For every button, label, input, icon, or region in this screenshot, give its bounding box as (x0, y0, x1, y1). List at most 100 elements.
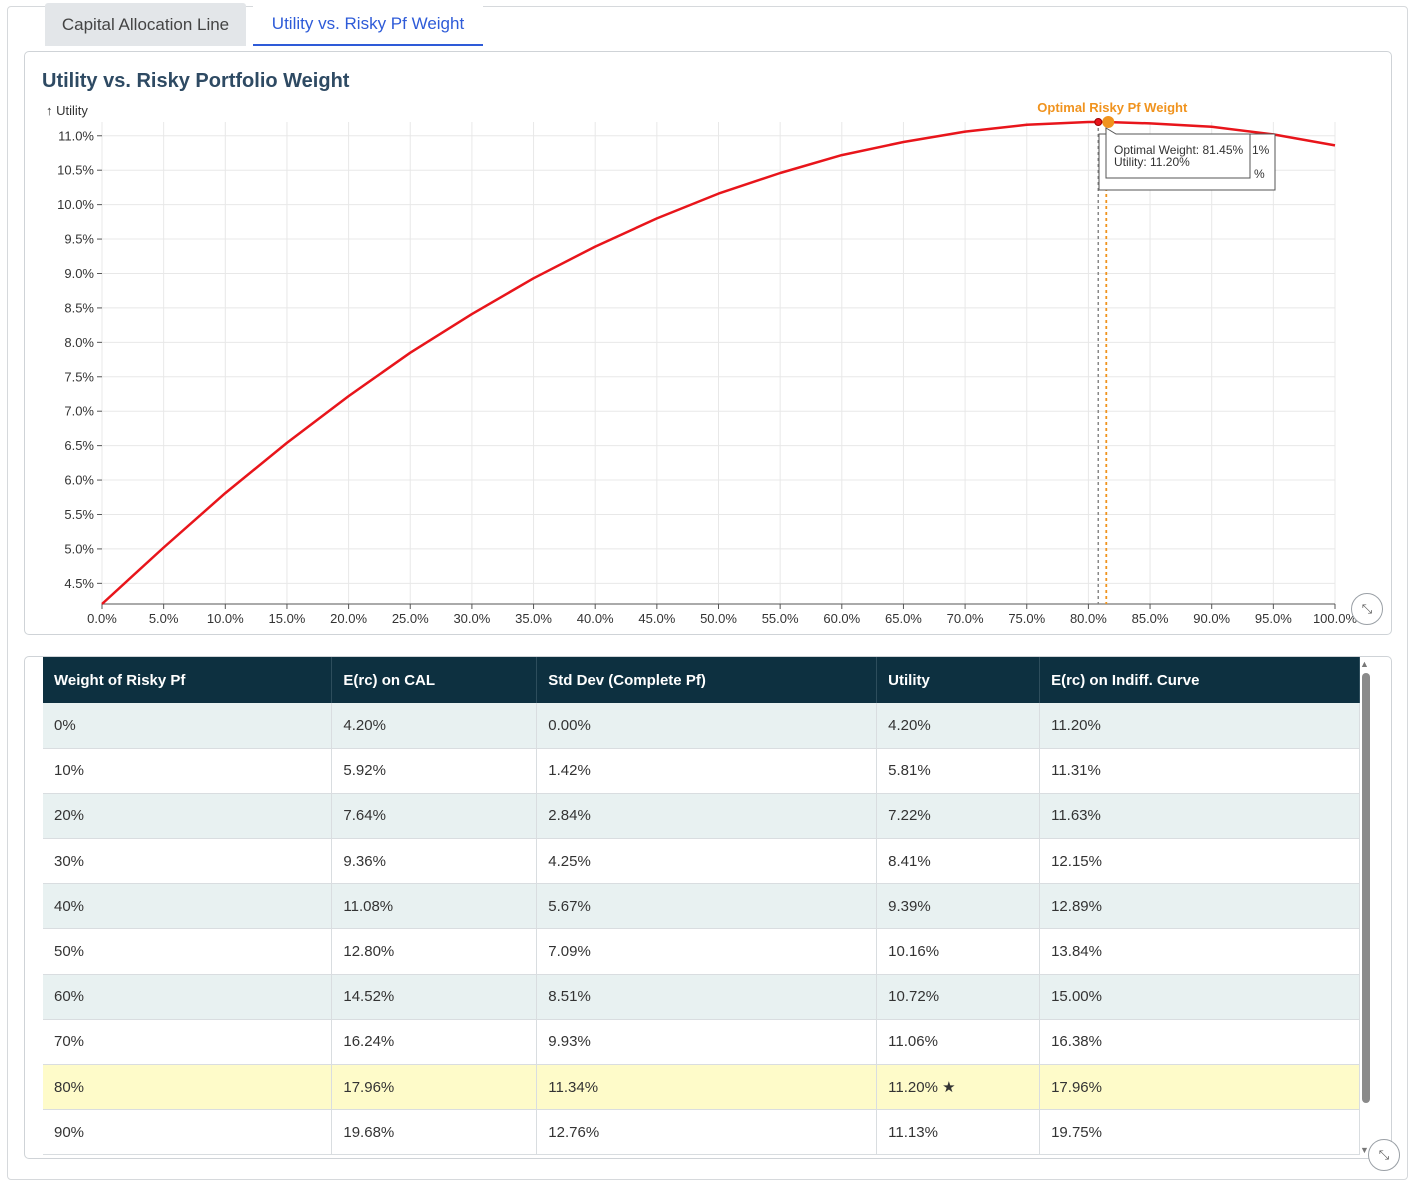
table-cell: 1.42% (536, 748, 878, 794)
x-tick-label: 50.0% (700, 611, 737, 626)
table-cell: 20% (43, 793, 333, 840)
y-tick-label: 10.0% (57, 197, 94, 212)
x-tick-label: 100.0% (1313, 611, 1358, 626)
table-cell: 4.20% (331, 703, 538, 749)
y-tick-label: 9.0% (64, 266, 94, 281)
table-panel: Weight of Risky Pf E(rc) on CAL Std Dev … (24, 656, 1392, 1159)
table-expand-button[interactable]: ⤡ (1368, 1139, 1400, 1171)
x-tick-label: 20.0% (330, 611, 367, 626)
table-cell: 2.84% (536, 793, 878, 840)
chart-expand-button[interactable]: ⤡ (1351, 593, 1383, 625)
expand-icon: ⤡ (1378, 1147, 1390, 1162)
table-cell: 10.16% (876, 928, 1041, 975)
table-cell: 11.08% (331, 883, 538, 930)
x-tick-label: 65.0% (885, 611, 922, 626)
table-cell: 11.34% (536, 1064, 878, 1111)
table-cell: 10.72% (876, 974, 1041, 1020)
chevron-down-icon[interactable]: ▼ (1360, 1145, 1369, 1155)
x-tick-label: 10.0% (207, 611, 244, 626)
header-utility[interactable]: Utility (876, 657, 1041, 703)
table-cell: 12.80% (331, 928, 538, 975)
table-row: 30% 9.36% 4.25% 8.41% 12.15% (43, 838, 1360, 885)
table-cell: 5.92% (331, 748, 538, 794)
table-cell: 8.41% (876, 838, 1041, 885)
x-tick-label: 80.0% (1070, 611, 1107, 626)
table-cell: 17.96% (1039, 1064, 1360, 1111)
table-cell: 13.84% (1039, 928, 1360, 975)
table-cell: 4.20% (876, 703, 1041, 749)
optimal-label: Optimal Risky Pf Weight (1037, 100, 1188, 115)
table-cell: 5.81% (876, 748, 1041, 794)
y-tick-label: 9.5% (64, 232, 94, 247)
y-tick-label: 8.5% (64, 300, 94, 315)
header-erc-indiff[interactable]: E(rc) on Indiff. Curve (1039, 657, 1360, 703)
table-cell: 12.15% (1039, 838, 1360, 885)
table-cell: 0% (43, 703, 333, 749)
tab-utility-vs-risky-weight[interactable]: Utility vs. Risky Pf Weight (253, 3, 483, 46)
table-cell: 30% (43, 838, 333, 885)
chevron-up-icon[interactable]: ▲ (1360, 659, 1369, 669)
tab-capital-allocation-line[interactable]: Capital Allocation Line (45, 3, 246, 46)
table-row: 70% 16.24% 9.93% 11.06% 16.38% (43, 1019, 1360, 1066)
x-tick-label: 70.0% (947, 611, 984, 626)
table-row: 80% 17.96% 11.34% 11.20% ★ 17.96% (43, 1064, 1360, 1111)
y-tick-label: 5.5% (64, 507, 94, 522)
table-cell: 11.20% ★ (876, 1064, 1041, 1111)
x-tick-label: 5.0% (149, 611, 179, 626)
table-cell: 5.67% (536, 883, 878, 930)
table-row: 60% 14.52% 8.51% 10.72% 15.00% (43, 974, 1360, 1020)
table-cell: 11.63% (1039, 793, 1360, 840)
table-cell: 11.06% (876, 1019, 1041, 1066)
scrollbar-thumb[interactable] (1362, 673, 1370, 1103)
table-cell: 70% (43, 1019, 333, 1066)
header-erc-cal[interactable]: E(rc) on CAL (331, 657, 538, 703)
table-cell: 9.39% (876, 883, 1041, 930)
x-tick-label: 35.0% (515, 611, 552, 626)
x-tick-label: 90.0% (1193, 611, 1230, 626)
table-row: 50% 12.80% 7.09% 10.16% 13.84% (43, 928, 1360, 975)
table-cell: 11.20% (1039, 703, 1360, 749)
table-cell: 7.22% (876, 793, 1041, 840)
table-header-row: Weight of Risky Pf E(rc) on CAL Std Dev … (43, 657, 1360, 703)
y-tick-label: 11.0% (58, 128, 94, 143)
table-cell: 40% (43, 883, 333, 930)
table-cell: 14.52% (331, 974, 538, 1020)
table-cell: 50% (43, 928, 333, 975)
x-tick-label: 40.0% (577, 611, 614, 626)
table-cell: 7.64% (331, 793, 538, 840)
table-cell: 19.75% (1039, 1109, 1360, 1156)
x-tick-label: 25.0% (392, 611, 429, 626)
table-cell: 16.38% (1039, 1019, 1360, 1066)
utility-chart[interactable]: ↑ Utility 0.0% 5.0% 10.0% 15.0% 20.0% 25.0% 30.… (0, 0, 1413, 640)
x-tick-label: 30.0% (453, 611, 490, 626)
table-cell: 7.09% (536, 928, 878, 975)
header-weight[interactable]: Weight of Risky Pf (43, 657, 333, 703)
y-tick-label: 7.0% (64, 404, 94, 419)
y-axis-label: ↑ Utility (46, 103, 88, 118)
hover-point (1094, 118, 1103, 126)
table-row: 40% 11.08% 5.67% 9.39% 12.89% (43, 883, 1360, 930)
y-tick-label: 7.5% (64, 369, 94, 384)
x-tick-label: 15.0% (269, 611, 306, 626)
y-tick-label: 5.0% (64, 541, 94, 556)
table-cell: 19.68% (331, 1109, 538, 1156)
x-tick-label: 0.0% (87, 611, 117, 626)
header-std-dev[interactable]: Std Dev (Complete Pf) (536, 657, 878, 703)
x-tick-label: 60.0% (823, 611, 860, 626)
table-cell: 15.00% (1039, 974, 1360, 1020)
table-row: 90% 19.68% 12.76% 11.13% 19.75% (43, 1109, 1360, 1156)
table-row: 10% 5.92% 1.42% 5.81% 11.31% (43, 748, 1360, 794)
x-tick-label: 95.0% (1255, 611, 1292, 626)
x-tick-label: 85.0% (1132, 611, 1169, 626)
tooltip-back-text: % (1254, 167, 1265, 181)
table-cell: 9.93% (536, 1019, 878, 1066)
utility-curve (101, 120, 1336, 605)
tooltip-weight: Optimal Weight: 81.45% (1114, 143, 1244, 157)
table-cell: 80% (43, 1064, 333, 1111)
table-cell: 60% (43, 974, 333, 1020)
table-cell: 12.89% (1039, 883, 1360, 930)
x-tick-label: 55.0% (762, 611, 799, 626)
x-tick-label: 75.0% (1008, 611, 1045, 626)
table-cell: 0.00% (536, 703, 878, 749)
tooltip-utility: Utility: 11.20% (1114, 155, 1190, 169)
